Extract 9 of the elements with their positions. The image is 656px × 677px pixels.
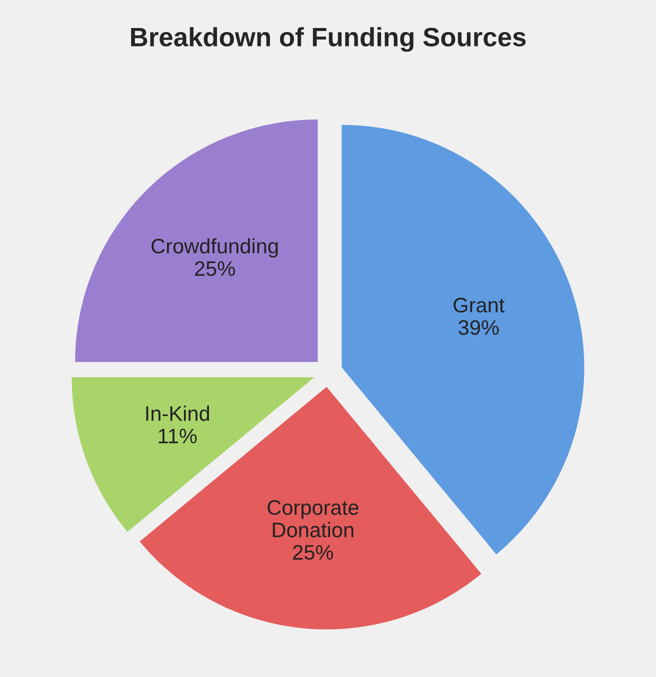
chart-title: Breakdown of Funding Sources [131,27,526,52]
data-label: 39% [458,320,499,335]
data-label: 25% [194,261,235,276]
slice-label: In-Kind [146,406,210,421]
data-label: 25% [293,545,334,560]
slice-label: Corporate Donation [268,500,358,538]
slice-label: Grant [454,298,505,312]
data-label: 11% [158,428,197,444]
slice-label: Crowdfunding [152,238,278,258]
